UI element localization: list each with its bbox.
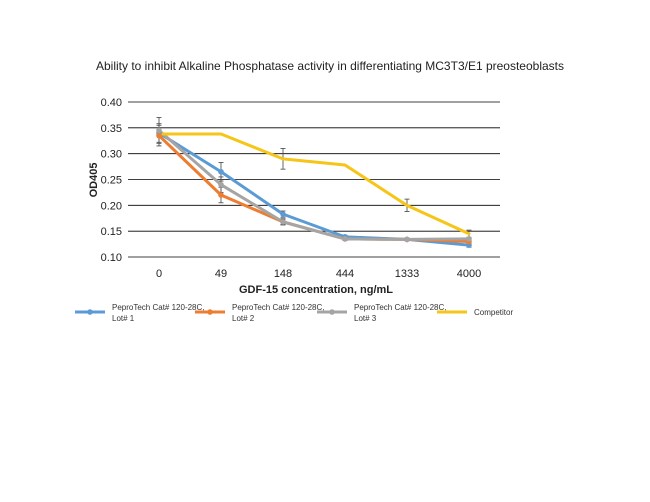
data-point (466, 236, 472, 242)
legend-label: PeproTech Cat# 120-28C, (112, 303, 205, 312)
y-axis-ticks: 0.10 0.15 0.20 0.25 0.30 0.35 0.40 (101, 97, 122, 264)
data-point (156, 132, 162, 139)
legend-label: Competitor (474, 308, 513, 317)
data-point (280, 211, 286, 217)
x-tick-label: 4000 (457, 268, 481, 280)
y-tick-label: 0.15 (101, 226, 122, 238)
series-line-3 (157, 128, 471, 241)
x-tick-label: 148 (274, 268, 292, 280)
x-tick-label: 49 (215, 268, 227, 280)
series-line-4 (157, 132, 471, 236)
data-point (218, 168, 224, 175)
legend-marker (207, 309, 213, 315)
x-tick-label: 1333 (395, 268, 419, 280)
legend-item: PeproTech Cat# 120-28C, Lot# 2 (195, 303, 325, 323)
data-point (156, 127, 162, 134)
x-tick-label: 0 (156, 268, 162, 280)
legend-label: Lot# 1 (112, 314, 135, 323)
y-tick-label: 0.30 (101, 149, 122, 161)
legend-label: Lot# 3 (354, 314, 377, 323)
y-axis-label: OD405 (88, 163, 100, 198)
data-point (280, 219, 286, 225)
x-axis-label: GDF-15 concentration, ng/mL (239, 284, 393, 296)
y-tick-label: 0.20 (101, 200, 122, 212)
legend-marker (329, 309, 335, 315)
series-markers (156, 127, 472, 248)
data-point (342, 236, 348, 242)
error-bars (156, 117, 472, 248)
y-tick-label: 0.40 (101, 97, 122, 109)
data-point (218, 181, 224, 188)
legend-item: Competitor (437, 308, 513, 317)
series-lines (157, 128, 471, 247)
legend-label: Lot# 2 (232, 314, 255, 323)
legend-label: PeproTech Cat# 120-28C, (232, 303, 325, 312)
y-tick-label: 0.35 (101, 123, 122, 135)
x-tick-label: 444 (336, 268, 354, 280)
legend-item: PeproTech Cat# 120-28C, Lot# 3 (317, 303, 447, 323)
grid-lines (128, 101, 500, 258)
y-tick-label: 0.10 (101, 252, 122, 264)
data-point (218, 192, 224, 198)
legend-item: PeproTech Cat# 120-28C, Lot# 1 (75, 303, 205, 323)
chart-title: Ability to inhibit Alkaline Phosphatase … (96, 59, 564, 73)
legend-label: PeproTech Cat# 120-28C, (354, 303, 447, 312)
y-tick-label: 0.25 (101, 175, 122, 187)
legend-marker (87, 309, 93, 315)
series-line-1 (157, 131, 471, 247)
x-axis-ticks: 0 49 148 444 1333 4000 (156, 268, 481, 280)
data-point (404, 236, 410, 243)
